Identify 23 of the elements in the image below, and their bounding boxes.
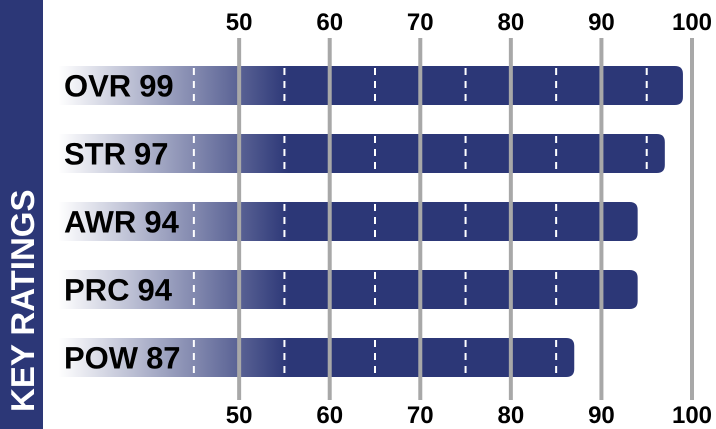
data-label: 87	[146, 340, 181, 376]
y-tick-label: POW	[64, 340, 139, 376]
y-tick-label: OVR	[64, 68, 132, 104]
x-tick-label: 60	[316, 402, 344, 429]
data-label: 94	[137, 272, 173, 308]
data-label: 94	[144, 204, 180, 240]
x-tick-label: 80	[498, 402, 524, 429]
x2-tick-label: 100	[672, 9, 712, 36]
data-label: 97	[134, 136, 168, 172]
x2-tick-label: 50	[226, 9, 252, 36]
y-tick-label: PRC	[64, 272, 130, 308]
x2-tick-label: 80	[498, 9, 524, 36]
x-tick-label: 100	[672, 402, 712, 429]
x2-tick-label: 60	[316, 9, 344, 36]
y-tick-label: STR	[64, 136, 126, 172]
x2-tick-label: 70	[406, 9, 434, 36]
x-tick-label: 70	[406, 402, 434, 429]
x-tick-label: 90	[588, 402, 615, 429]
x2-tick-label: 90	[588, 9, 615, 36]
data-label: 99	[139, 68, 174, 104]
y-tick-label: AWR	[64, 204, 136, 240]
text: KEY RATINGS	[4, 190, 41, 412]
x-tick-label: 50	[226, 402, 252, 429]
